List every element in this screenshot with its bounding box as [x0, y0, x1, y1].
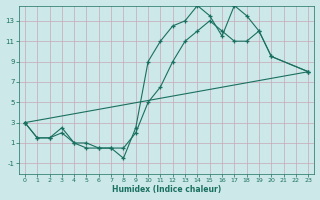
X-axis label: Humidex (Indice chaleur): Humidex (Indice chaleur) [112, 185, 221, 194]
